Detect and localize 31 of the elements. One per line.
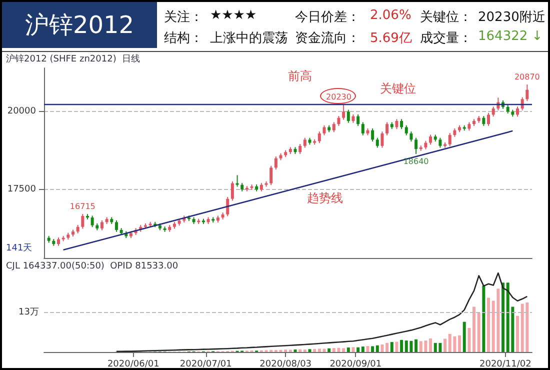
text: ★★★★ xyxy=(210,8,257,23)
annotation: 16715 xyxy=(70,202,96,211)
y-tick-label: 20000 xyxy=(7,106,36,117)
text: 资金流向： xyxy=(295,30,360,47)
text: 关键位： xyxy=(420,9,472,26)
y-tick-label: 17500 xyxy=(7,184,36,194)
text: 141天 xyxy=(6,242,32,254)
text: 上涨中的震荡 xyxy=(210,30,288,47)
annotation: 20230 xyxy=(326,92,352,102)
text: 成交量： xyxy=(420,30,472,47)
x-tick-label: 2020/11/02 xyxy=(479,360,532,370)
text: 今日价差： xyxy=(295,9,360,26)
text: 沪锌2012 (SHFE zn2012) 日线 xyxy=(6,54,140,64)
ref-line-label: 关键位 xyxy=(380,81,416,96)
annotation: 20870 xyxy=(514,72,540,82)
x-tick-label: 2020/09/01 xyxy=(330,360,382,370)
x-tick-label: 2020/07/01 xyxy=(180,360,232,370)
annotation: 趋势线 xyxy=(307,191,343,205)
text: 164322 ↓ xyxy=(478,29,543,44)
x-tick-label: 2020/06/01 xyxy=(107,360,160,370)
annotation: 前高 xyxy=(288,69,312,83)
ref-line-label: 13万 xyxy=(18,308,39,318)
text: 沪锌2012 xyxy=(2,2,157,48)
text: 关注： xyxy=(164,9,203,26)
text: 2.06% xyxy=(370,8,412,23)
x-tick-label: 2020/08/03 xyxy=(260,360,312,370)
text: 5.69亿 xyxy=(370,30,412,47)
text: 20230附近 xyxy=(478,9,546,26)
text: 结构： xyxy=(164,30,203,47)
annotation: 18640 xyxy=(403,156,429,166)
text: CJL 164337.00(50:50) OPID 81533.00 xyxy=(6,262,178,272)
